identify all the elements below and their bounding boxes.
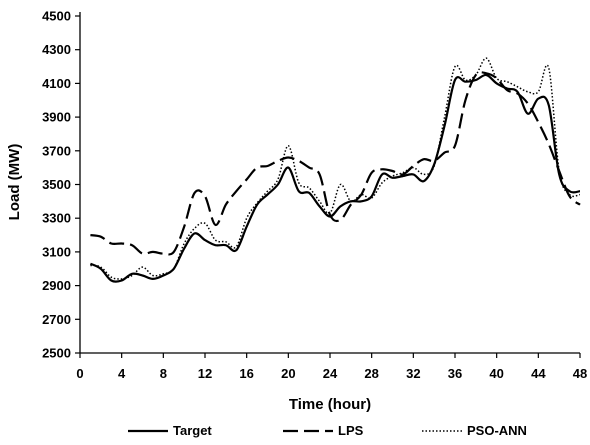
x-axis-ticks: 0 4 8 12 16 20 24 28 32 36 40 44 48 — [76, 353, 587, 381]
y-tick-label: 3500 — [42, 177, 71, 192]
legend-label-lps: LPS — [338, 423, 364, 438]
legend-label-target: Target — [173, 423, 212, 438]
x-tick-label: 48 — [573, 366, 587, 381]
x-tick-label: 16 — [239, 366, 253, 381]
y-tick-label: 4100 — [42, 76, 71, 91]
y-axis-title: Load (MW) — [6, 144, 23, 221]
y-axis-ticks: 2500 2700 2900 3100 3300 3500 3700 3900 4100 4300… — [42, 9, 80, 361]
y-tick-label: 3900 — [42, 110, 71, 125]
legend-label-pso-ann: PSO-ANN — [467, 423, 527, 438]
x-tick-label: 12 — [198, 366, 212, 381]
x-tick-label: 36 — [448, 366, 462, 381]
series-layer — [89, 57, 581, 283]
y-tick-label: 2900 — [42, 278, 71, 293]
y-tick-label: 2700 — [42, 312, 71, 327]
y-tick-label: 3700 — [42, 143, 71, 158]
y-tick-label: 3300 — [42, 211, 71, 226]
x-axis-title: Time (hour) — [289, 396, 371, 413]
series-line-target — [89, 73, 581, 283]
x-tick-label: 20 — [281, 366, 295, 381]
x-tick-label: 32 — [406, 366, 420, 381]
series-line-pso-ann — [90, 57, 581, 280]
x-tick-label: 4 — [118, 366, 126, 381]
x-tick-label: 8 — [160, 366, 167, 381]
x-tick-label: 44 — [531, 366, 546, 381]
x-tick-label: 24 — [323, 366, 338, 381]
legend: Target LPS PSO-ANN — [128, 423, 527, 438]
y-tick-label: 4300 — [42, 42, 71, 57]
y-tick-label: 4500 — [42, 9, 71, 24]
series-line-lps — [90, 71, 581, 256]
x-tick-label: 40 — [489, 366, 503, 381]
x-tick-label: 0 — [76, 366, 83, 381]
y-tick-label: 3100 — [42, 244, 71, 259]
x-tick-label: 28 — [364, 366, 378, 381]
y-tick-label: 2500 — [42, 346, 71, 361]
